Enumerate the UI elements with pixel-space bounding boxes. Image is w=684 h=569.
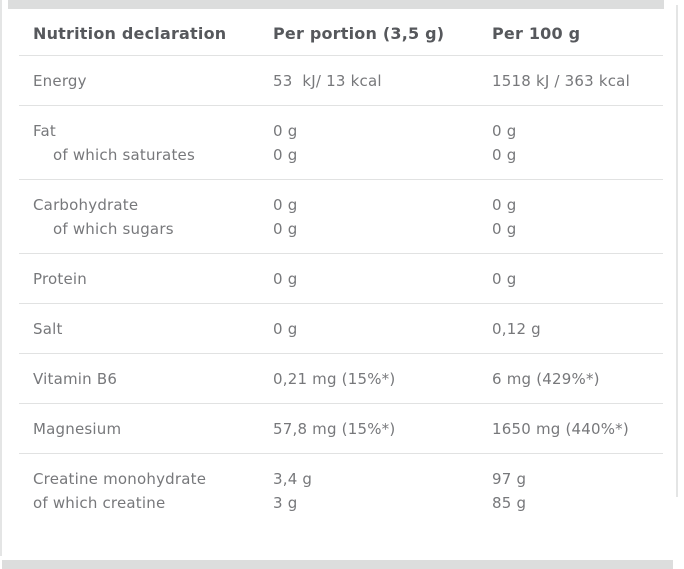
row-per100-value: 1518 kJ / 363 kcal <box>492 72 630 90</box>
row-per100-value: 0 g <box>492 196 517 214</box>
top-divider-bar <box>8 0 664 9</box>
table-row-fat: Fat 0 g 0 g <box>19 119 663 143</box>
row-portion-value: 0 g <box>273 122 298 140</box>
row-group-energy: Energy 53 kJ/ 13 kcal 1518 kJ / 363 kcal <box>19 55 663 105</box>
row-per100-value: 0 g <box>492 270 517 288</box>
row-group-salt: Salt 0 g 0,12 g <box>19 303 663 353</box>
row-per100-value: 6 mg (429%*) <box>492 370 600 388</box>
row-portion-value: 3,4 g <box>273 470 313 488</box>
table-row-protein: Protein 0 g 0 g <box>19 267 663 291</box>
row-per100-value: 0 g <box>492 122 517 140</box>
row-per100-value: 85 g <box>492 494 527 512</box>
table-row-salt: Salt 0 g 0,12 g <box>19 317 663 341</box>
table-row-of-which-saturates: of which saturates 0 g 0 g <box>19 143 663 167</box>
table-row-vitamin-b6: Vitamin B6 0,21 mg (15%*) 6 mg (429%*) <box>19 367 663 391</box>
row-group-magnesium: Magnesium 57,8 mg (15%*) 1650 mg (440%*) <box>19 403 663 453</box>
row-portion-value: 0 g <box>273 320 298 338</box>
table-row-of-which-creatine: of which creatine 3 g 85 g <box>19 491 663 515</box>
right-frame-border <box>676 5 678 497</box>
table-row-of-which-sugars: of which sugars 0 g 0 g <box>19 217 663 241</box>
header-per-portion: Per portion (3,5 g) <box>273 24 445 43</box>
row-label: Energy <box>33 72 87 90</box>
row-portion-value: 57,8 mg (15%*) <box>273 420 396 438</box>
nutrition-table: Nutrition declaration Per portion (3,5 g… <box>19 9 663 527</box>
row-portion-value: 0 g <box>273 146 298 164</box>
row-label: Carbohydrate <box>33 196 139 214</box>
row-label: of which sugars <box>53 220 174 238</box>
row-portion-value: 0 g <box>273 196 298 214</box>
row-label: Fat <box>33 122 56 140</box>
row-group-creatine: Creatine monohydrate 3,4 g 97 g of which… <box>19 453 663 527</box>
row-portion-value: 0,21 mg (15%*) <box>273 370 396 388</box>
row-label: Salt <box>33 320 63 338</box>
row-label: of which saturates <box>53 146 195 164</box>
row-per100-value: 0,12 g <box>492 320 541 338</box>
table-row-energy: Energy 53 kJ/ 13 kcal 1518 kJ / 363 kcal <box>19 69 663 93</box>
row-label: Creatine monohydrate <box>33 470 207 488</box>
row-label: Magnesium <box>33 420 122 438</box>
table-row-magnesium: Magnesium 57,8 mg (15%*) 1650 mg (440%*) <box>19 417 663 441</box>
row-portion-value: 0 g <box>273 270 298 288</box>
row-per100-value: 0 g <box>492 220 517 238</box>
row-label: of which creatine <box>33 494 166 512</box>
table-row-carbohydrate: Carbohydrate 0 g 0 g <box>19 193 663 217</box>
row-portion-value: 53 kJ/ 13 kcal <box>273 72 382 90</box>
row-group-protein: Protein 0 g 0 g <box>19 253 663 303</box>
row-label: Protein <box>33 270 87 288</box>
row-group-fat: Fat 0 g 0 g of which saturates 0 g 0 g <box>19 105 663 179</box>
row-label: Vitamin B6 <box>33 370 118 388</box>
left-frame-border <box>0 0 2 556</box>
row-group-carbohydrate: Carbohydrate 0 g 0 g of which sugars 0 g… <box>19 179 663 253</box>
row-per100-value: 97 g <box>492 470 527 488</box>
table-header-row: Nutrition declaration Per portion (3,5 g… <box>19 9 663 55</box>
row-portion-value: 0 g <box>273 220 298 238</box>
row-per100-value: 0 g <box>492 146 517 164</box>
row-group-vitamin-b6: Vitamin B6 0,21 mg (15%*) 6 mg (429%*) <box>19 353 663 403</box>
row-portion-value: 3 g <box>273 494 298 512</box>
table-row-creatine-monohydrate: Creatine monohydrate 3,4 g 97 g <box>19 467 663 491</box>
header-nutrition-declaration: Nutrition declaration <box>33 24 227 43</box>
row-per100-value: 1650 mg (440%*) <box>492 420 629 438</box>
header-per-100g: Per 100 g <box>492 24 581 43</box>
bottom-divider-bar <box>2 560 673 569</box>
